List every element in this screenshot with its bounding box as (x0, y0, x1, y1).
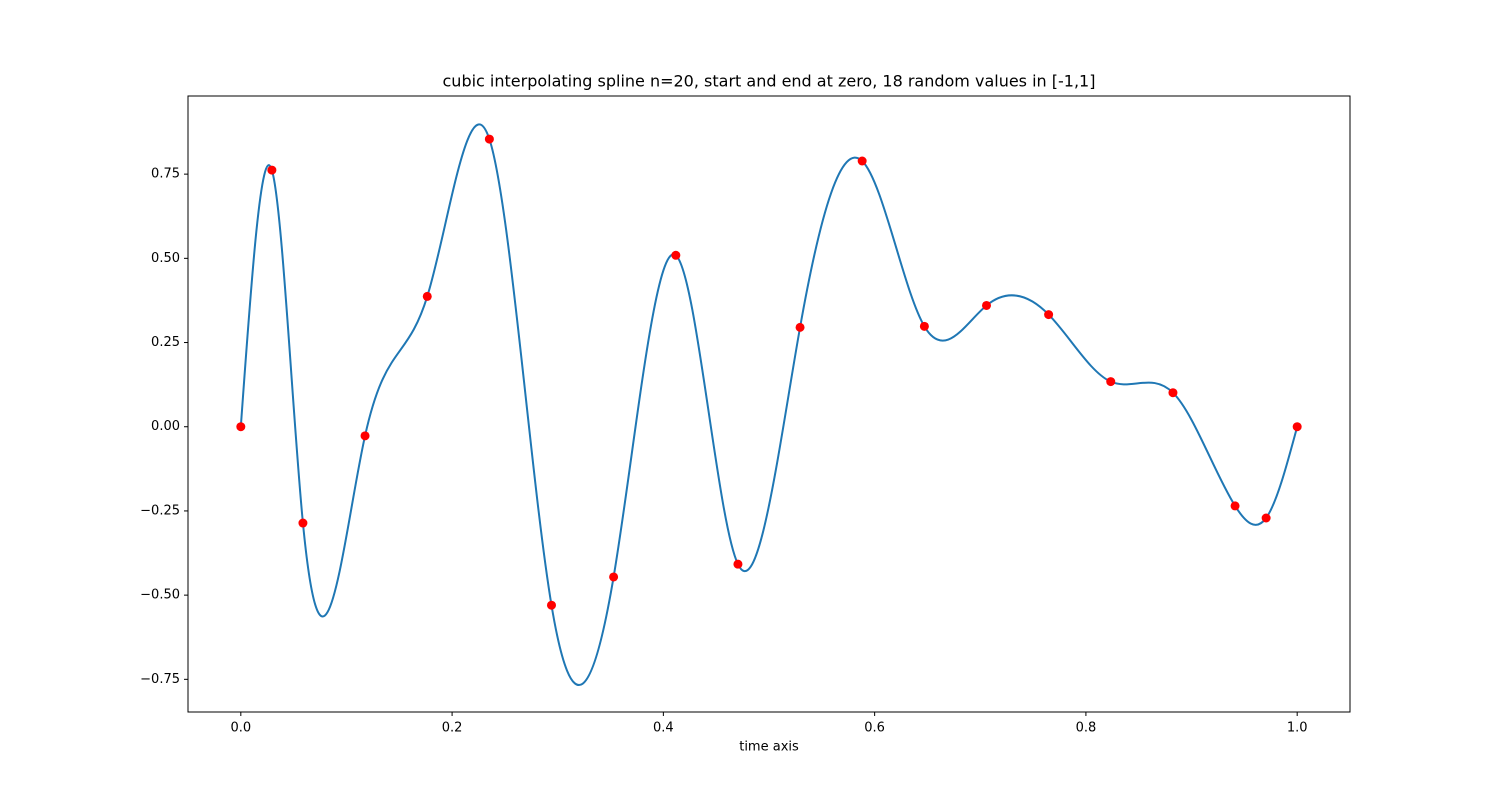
data-point (1292, 422, 1302, 432)
y-tick-label: −0.50 (140, 588, 180, 603)
x-tick-label: 0.2 (442, 721, 463, 736)
plot-frame (187, 95, 1351, 713)
data-point (1261, 513, 1271, 523)
data-point (267, 165, 277, 175)
y-tick-label: 0.25 (151, 335, 180, 350)
data-point (360, 431, 370, 441)
data-point (795, 322, 805, 332)
data-point (1044, 310, 1054, 320)
y-tick-label: −0.75 (140, 672, 180, 687)
data-point (1168, 388, 1178, 398)
data-point (484, 134, 494, 144)
x-tick-label: 0.8 (1076, 721, 1097, 736)
data-point (609, 572, 619, 582)
y-tick-label: 0.00 (151, 419, 180, 434)
x-axis-label: time axis (739, 740, 799, 755)
data-point (422, 291, 432, 301)
data-point (733, 559, 743, 569)
chart-title: cubic interpolating spline n=20, start a… (443, 72, 1096, 91)
data-point (671, 250, 681, 260)
data-point (1106, 377, 1116, 387)
data-point (236, 422, 246, 432)
y-tick-label: 0.50 (151, 251, 180, 266)
x-tick-label: 0.0 (230, 721, 251, 736)
x-tick-label: 0.6 (864, 721, 885, 736)
spline-line (239, 123, 1299, 686)
data-point (298, 518, 308, 528)
y-tick-label: 0.75 (151, 167, 180, 182)
data-point (919, 321, 929, 331)
data-point (857, 156, 867, 166)
x-tick-label: 1.0 (1287, 721, 1308, 736)
data-point (982, 300, 992, 310)
data-point (1230, 501, 1240, 511)
x-tick-label: 0.4 (653, 721, 674, 736)
y-tick-label: −0.25 (140, 503, 180, 518)
data-point (546, 600, 556, 610)
